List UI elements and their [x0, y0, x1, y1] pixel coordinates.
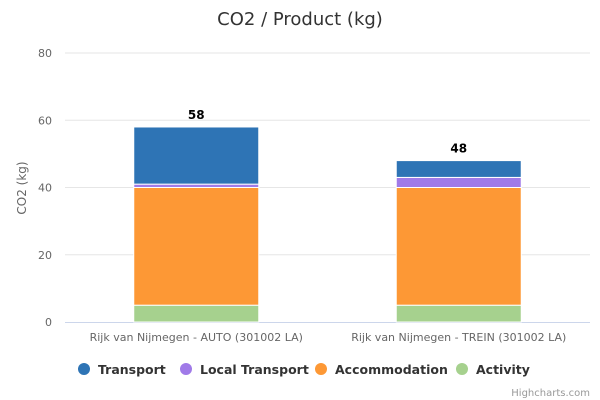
y-tick-label: 60 — [38, 114, 52, 127]
total-label: 58 — [188, 108, 205, 122]
bar-segment-activity[interactable] — [133, 304, 260, 323]
total-label: 48 — [450, 142, 467, 156]
legend-label: Transport — [98, 362, 166, 377]
legend-label: Local Transport — [200, 362, 309, 377]
legend-label: Accommodation — [335, 362, 448, 377]
legend-marker-icon — [456, 363, 468, 375]
credits-link[interactable]: Highcharts.com — [511, 388, 590, 399]
bar-segment-accommodation[interactable] — [133, 187, 260, 306]
legend-item-local-transport[interactable]: Local Transport — [180, 362, 309, 377]
y-axis-label: CO2 (kg) — [15, 161, 29, 214]
y-tick-label: 40 — [38, 182, 52, 195]
bar-segment-local-transport[interactable] — [133, 183, 260, 188]
x-tick-label: Rijk van Nijmegen - AUTO (301002 LA) — [90, 331, 303, 344]
bar-segment-transport[interactable] — [133, 126, 260, 185]
bar-segment-activity[interactable] — [395, 304, 522, 323]
bar-segment-accommodation[interactable] — [395, 187, 522, 306]
chart-title: CO2 / Product (kg) — [217, 9, 383, 30]
legend-marker-icon — [78, 363, 90, 375]
legend-marker-icon — [180, 363, 192, 375]
legend-item-activity[interactable]: Activity — [456, 362, 530, 377]
legend-item-accommodation[interactable]: Accommodation — [315, 362, 448, 377]
y-tick-label: 80 — [38, 47, 52, 60]
legend-label: Activity — [476, 362, 530, 377]
y-tick-label: 0 — [45, 316, 52, 329]
x-tick-label: Rijk van Nijmegen - TREIN (301002 LA) — [351, 331, 566, 344]
legend-item-transport[interactable]: Transport — [78, 362, 166, 377]
bar-segment-transport[interactable] — [395, 160, 522, 178]
y-tick-label: 20 — [38, 249, 52, 262]
bar-segment-local-transport[interactable] — [395, 176, 522, 189]
legend-marker-icon — [315, 363, 327, 375]
